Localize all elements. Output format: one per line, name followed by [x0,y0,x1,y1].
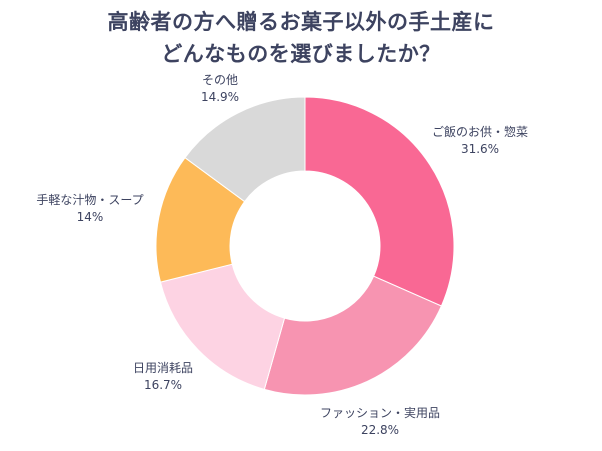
category-label: ファッション・実用品 [319,406,440,420]
value-label: 14% [76,210,104,224]
donut-slice-5 [184,96,306,203]
donut-slice-2 [263,275,443,396]
donut-slice-3 [159,263,286,390]
chart-title-line-1: 高齢者の方へ贈るお菓子以外の手土産に [107,10,495,34]
donut-slice-1 [304,96,455,307]
value-label: 22.8% [360,423,400,437]
label-fashion: ファッション・実用品 22.8% [300,405,460,439]
value-label: 31.6% [460,142,500,156]
category-label: 手軽な汁物・スープ [36,193,144,207]
category-label: ご飯のお供・惣菜 [431,125,528,139]
category-label: 日用消耗品 [132,361,193,375]
value-label: 14.9% [200,90,240,104]
label-rice-side-dishes: ご飯のお供・惣菜 31.6% [400,124,560,158]
label-other: その他 14.9% [180,72,260,106]
value-label: 16.7% [143,378,183,392]
label-soup: 手軽な汁物・スープ 14% [20,192,160,226]
label-daily-goods: 日用消耗品 16.7% [103,360,223,394]
chart-title-line-2: どんなものを選びましたか？ [161,42,441,66]
category-label: その他 [201,73,238,87]
